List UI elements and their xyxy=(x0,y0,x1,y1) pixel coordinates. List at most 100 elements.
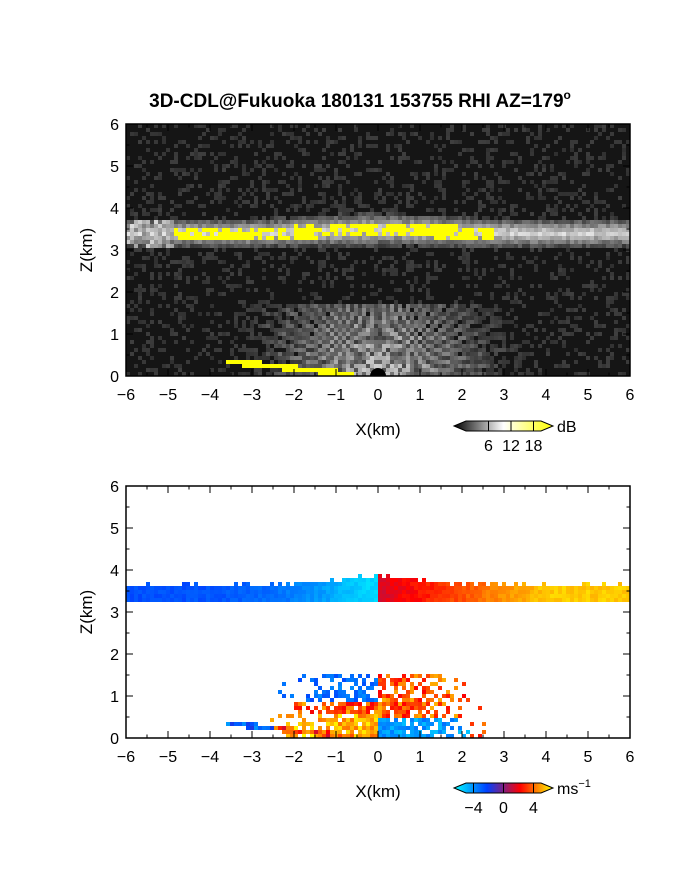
velocity-pixel xyxy=(402,686,406,690)
intensity-pixel xyxy=(214,168,218,172)
intensity-pixel xyxy=(202,228,206,232)
intensity-pixel xyxy=(302,324,306,328)
intensity-pixel xyxy=(470,348,474,352)
intensity-pixel xyxy=(326,184,330,188)
intensity-pixel xyxy=(182,188,186,192)
intensity-pixel xyxy=(330,372,334,376)
intensity-pixel xyxy=(566,248,570,252)
intensity-pixel xyxy=(414,304,418,308)
intensity-pixel xyxy=(490,148,494,152)
intensity-pixel xyxy=(390,236,394,240)
velocity-pixel xyxy=(578,594,582,598)
intensity-pixel xyxy=(526,340,530,344)
intensity-pixel xyxy=(510,212,514,216)
velocity-pixel xyxy=(490,598,494,602)
intensity-pixel xyxy=(146,340,150,344)
intensity-pixel xyxy=(442,364,446,368)
intensity-pixel xyxy=(186,200,190,204)
velocity-pixel xyxy=(270,590,274,594)
intensity-pixel xyxy=(306,224,310,228)
velocity-pixel xyxy=(290,586,294,590)
intensity-pixel xyxy=(406,352,410,356)
intensity-pixel xyxy=(186,244,190,248)
intensity-pixel xyxy=(238,240,242,244)
intensity-pixel xyxy=(618,160,622,164)
intensity-pixel xyxy=(190,372,194,376)
intensity-pixel xyxy=(346,344,350,348)
intensity-x-tick-label: 6 xyxy=(626,387,635,404)
intensity-pixel xyxy=(402,336,406,340)
intensity-pixel xyxy=(298,204,302,208)
intensity-pixel xyxy=(606,224,610,228)
intensity-pixel xyxy=(622,156,626,160)
intensity-pixel xyxy=(610,276,614,280)
intensity-pixel xyxy=(350,324,354,328)
intensity-pixel xyxy=(366,348,370,352)
intensity-pixel xyxy=(334,360,338,364)
intensity-pixel xyxy=(382,308,386,312)
intensity-pixel xyxy=(482,328,486,332)
velocity-pixel xyxy=(314,582,318,586)
intensity-pixel xyxy=(422,344,426,348)
intensity-pixel xyxy=(450,236,454,240)
intensity-pixel xyxy=(362,244,366,248)
intensity-pixel xyxy=(218,224,222,228)
intensity-pixel xyxy=(370,244,374,248)
intensity-pixel xyxy=(290,364,294,368)
intensity-pixel xyxy=(494,284,498,288)
intensity-pixel xyxy=(174,124,178,128)
intensity-pixel xyxy=(246,364,250,368)
velocity-pixel xyxy=(382,702,386,706)
intensity-pixel xyxy=(334,304,338,308)
intensity-pixel xyxy=(474,284,478,288)
intensity-pixel xyxy=(506,360,510,364)
intensity-pixel xyxy=(334,244,338,248)
intensity-pixel xyxy=(422,328,426,332)
intensity-pixel xyxy=(306,132,310,136)
intensity-pixel xyxy=(326,252,330,256)
intensity-pixel xyxy=(514,368,518,372)
intensity-pixel xyxy=(478,208,482,212)
intensity-pixel xyxy=(290,216,294,220)
intensity-pixel xyxy=(206,336,210,340)
velocity-pixel xyxy=(458,698,462,702)
intensity-pixel xyxy=(150,248,154,252)
velocity-pixel xyxy=(334,694,338,698)
intensity-pixel xyxy=(338,204,342,208)
intensity-pixel xyxy=(462,276,466,280)
intensity-pixel xyxy=(362,284,366,288)
intensity-pixel xyxy=(438,312,442,316)
intensity-pixel xyxy=(298,216,302,220)
intensity-pixel xyxy=(186,172,190,176)
intensity-pixel xyxy=(362,340,366,344)
intensity-pixel xyxy=(298,184,302,188)
intensity-pixel xyxy=(294,232,298,236)
intensity-pixel xyxy=(358,216,362,220)
intensity-pixel xyxy=(286,224,290,228)
intensity-pixel xyxy=(458,216,462,220)
velocity-pixel xyxy=(422,594,426,598)
intensity-pixel xyxy=(390,128,394,132)
intensity-pixel xyxy=(450,216,454,220)
intensity-pixel xyxy=(202,152,206,156)
intensity-pixel xyxy=(342,356,346,360)
intensity-pixel xyxy=(210,256,214,260)
intensity-pixel xyxy=(266,324,270,328)
intensity-pixel xyxy=(486,192,490,196)
intensity-pixel xyxy=(142,360,146,364)
intensity-pixel xyxy=(526,236,530,240)
intensity-pixel xyxy=(478,372,482,376)
intensity-pixel xyxy=(438,180,442,184)
intensity-pixel xyxy=(194,176,198,180)
intensity-pixel xyxy=(422,364,426,368)
intensity-pixel xyxy=(230,176,234,180)
velocity-pixel xyxy=(530,594,534,598)
intensity-pixel xyxy=(274,240,278,244)
intensity-pixel xyxy=(190,304,194,308)
intensity-pixel xyxy=(270,292,274,296)
intensity-pixel xyxy=(550,188,554,192)
velocity-pixel xyxy=(470,594,474,598)
intensity-pixel xyxy=(226,284,230,288)
intensity-pixel xyxy=(446,308,450,312)
intensity-pixel xyxy=(338,368,342,372)
